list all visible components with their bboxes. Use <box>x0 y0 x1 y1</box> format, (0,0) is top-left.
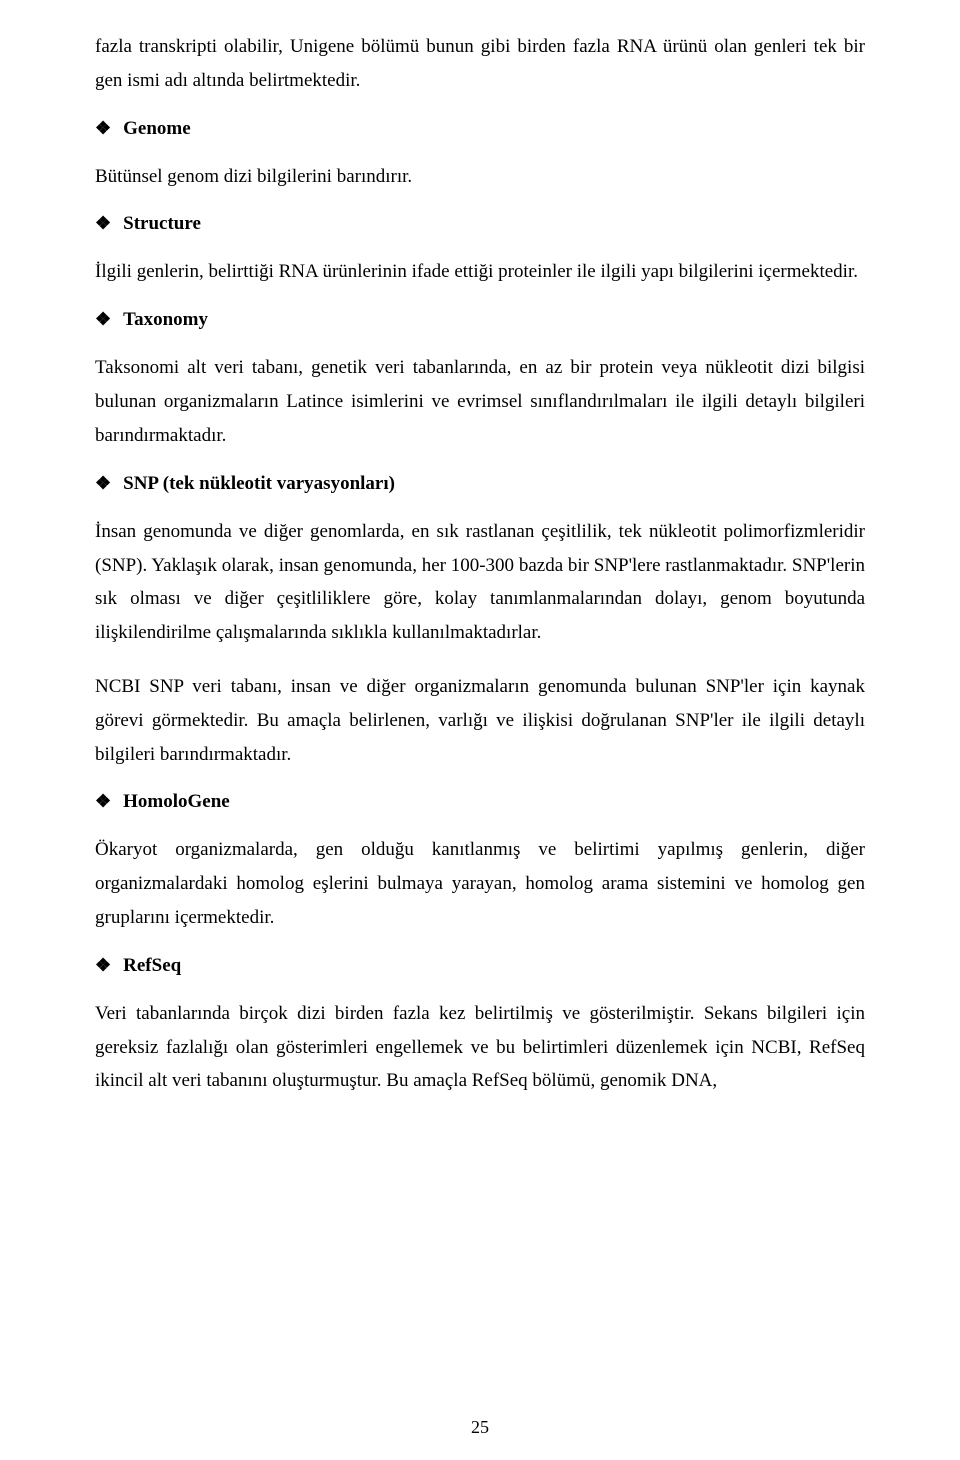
paragraph-snp-2: NCBI SNP veri tabanı, insan ve diğer org… <box>95 670 865 771</box>
paragraph-structure: İlgili genlerin, belirttiği RNA ürünleri… <box>95 255 865 289</box>
heading-genome: ❖ Genome <box>95 118 865 140</box>
heading-homologene: ❖ HomoloGene <box>95 791 865 813</box>
heading-genome-label: Genome <box>123 118 191 140</box>
page-number: 25 <box>0 1417 960 1438</box>
bullet-icon: ❖ <box>95 955 111 976</box>
heading-structure-label: Structure <box>123 213 201 235</box>
bullet-icon: ❖ <box>95 791 111 812</box>
bullet-icon: ❖ <box>95 309 111 330</box>
bullet-icon: ❖ <box>95 213 111 234</box>
heading-taxonomy-label: Taxonomy <box>123 309 208 331</box>
paragraph-genome: Bütünsel genom dizi bilgilerini barındır… <box>95 160 865 194</box>
heading-snp: ❖ SNP (tek nükleotit varyasyonları) <box>95 473 865 495</box>
paragraph-taxonomy: Taksonomi alt veri tabanı, genetik veri … <box>95 351 865 452</box>
paragraph-refseq: Veri tabanlarında birçok dizi birden faz… <box>95 997 865 1098</box>
paragraph-intro: fazla transkripti olabilir, Unigene bölü… <box>95 30 865 98</box>
bullet-icon: ❖ <box>95 473 111 494</box>
bullet-icon: ❖ <box>95 118 111 139</box>
heading-snp-label: SNP (tek nükleotit varyasyonları) <box>123 473 395 495</box>
paragraph-homologene: Ökaryot organizmalarda, gen olduğu kanıt… <box>95 833 865 934</box>
heading-refseq-label: RefSeq <box>123 955 181 977</box>
heading-structure: ❖ Structure <box>95 213 865 235</box>
heading-homologene-label: HomoloGene <box>123 791 230 813</box>
heading-refseq: ❖ RefSeq <box>95 955 865 977</box>
paragraph-snp-1: İnsan genomunda ve diğer genomlarda, en … <box>95 515 865 650</box>
heading-taxonomy: ❖ Taxonomy <box>95 309 865 331</box>
